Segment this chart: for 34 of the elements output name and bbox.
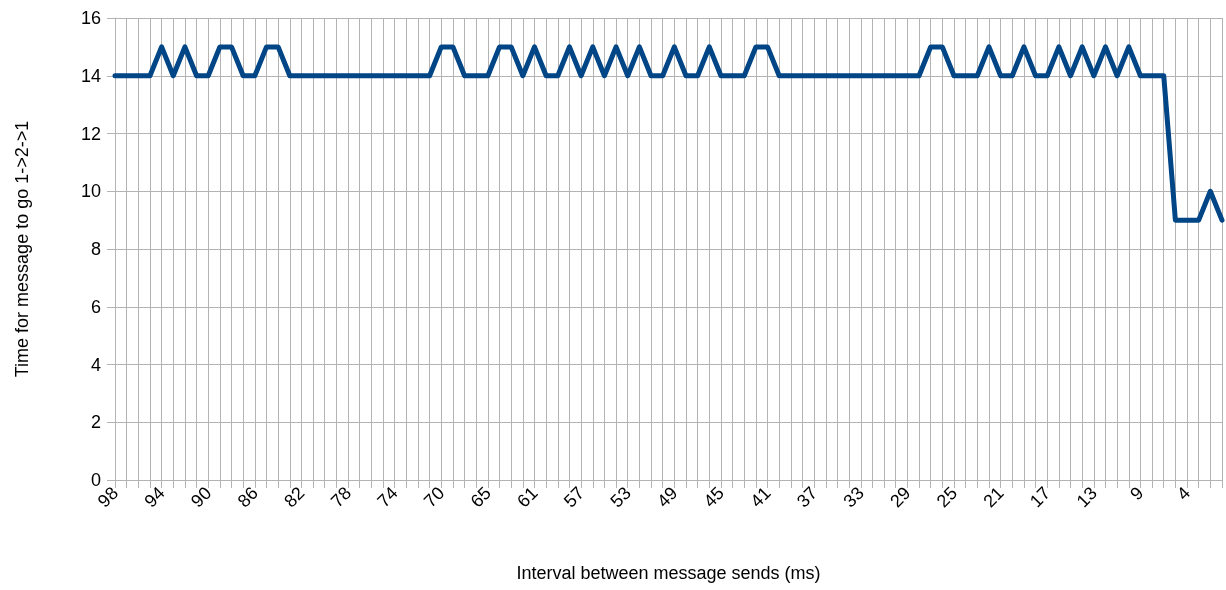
x-tick-label: 49 [653, 482, 682, 512]
y-tick-label: 6 [90, 296, 101, 317]
x-tick-label: 17 [1025, 482, 1055, 512]
x-tick-label: 29 [886, 482, 915, 512]
x-tick-label: 4 [1172, 482, 1195, 505]
x-tick-label: 65 [466, 482, 495, 512]
x-tick-label: 61 [513, 482, 542, 512]
x-tick-label: 25 [932, 482, 962, 512]
x-axis-title: Interval between message sends (ms) [516, 563, 821, 583]
x-tick-label: 41 [746, 482, 775, 512]
x-tick-label: 70 [420, 482, 449, 512]
x-tick-label: 78 [326, 482, 356, 512]
x-tick-label: 37 [792, 482, 822, 512]
y-tick-label: 10 [80, 181, 101, 202]
x-tick-label: 90 [187, 482, 216, 512]
x-tick-label: 9 [1126, 482, 1148, 505]
x-tick-label: 33 [839, 482, 868, 512]
x-tick-label: 74 [373, 482, 402, 512]
y-tick-label: 8 [90, 239, 101, 259]
x-tick-label: 82 [280, 482, 309, 512]
y-tick-label: 2 [90, 412, 101, 433]
x-tick-label: 21 [979, 482, 1008, 512]
y-tick-label: 4 [90, 354, 101, 375]
x-tick-label: 45 [699, 482, 729, 512]
y-axis-title: Time for message to go 1->2->1 [12, 120, 32, 378]
x-tick-label: 53 [606, 482, 635, 512]
x-tick-label: 57 [559, 482, 589, 512]
y-tick-label: 14 [80, 65, 101, 86]
y-tick-label: 0 [90, 470, 101, 490]
y-tick-label: 12 [80, 123, 101, 144]
x-tick-label: 94 [140, 482, 169, 512]
x-tick-label: 13 [1072, 482, 1101, 512]
y-tick-label: 16 [80, 8, 101, 28]
x-tick-label: 86 [233, 482, 262, 512]
